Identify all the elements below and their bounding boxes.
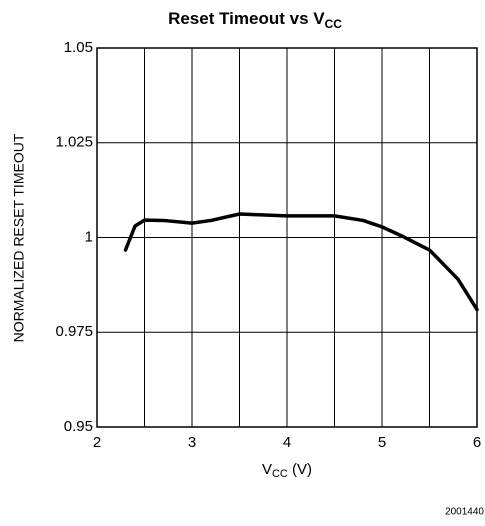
title-text: Reset Timeout vs V: [168, 9, 325, 28]
x-tick-label: 3: [188, 434, 196, 451]
data-line: [123, 212, 479, 312]
y-tick-label: 1: [85, 228, 93, 245]
footnote: 2001440: [445, 507, 484, 518]
xlabel-suffix: (V): [288, 461, 312, 478]
x-tick-label: 5: [378, 434, 386, 451]
y-axis-label: NORMALIZED RESET TIMEOUT: [11, 133, 27, 342]
x-axis-label: VCC (V): [262, 461, 312, 480]
y-tick-label: 0.95: [64, 418, 93, 435]
x-tick-label: 4: [283, 434, 291, 451]
y-tick-label: 0.975: [55, 323, 93, 340]
xlabel-subscript: CC: [272, 468, 288, 480]
xlabel-text: V: [262, 461, 272, 478]
plot-frame: [96, 47, 478, 428]
x-tick-label: 6: [473, 434, 481, 451]
chart-title: Reset Timeout vs VCC: [168, 9, 342, 31]
y-tick-label: 1.05: [64, 39, 93, 56]
title-subscript: CC: [325, 17, 343, 31]
x-tick-label: 2: [93, 434, 101, 451]
y-tick-label: 1.025: [55, 134, 93, 151]
